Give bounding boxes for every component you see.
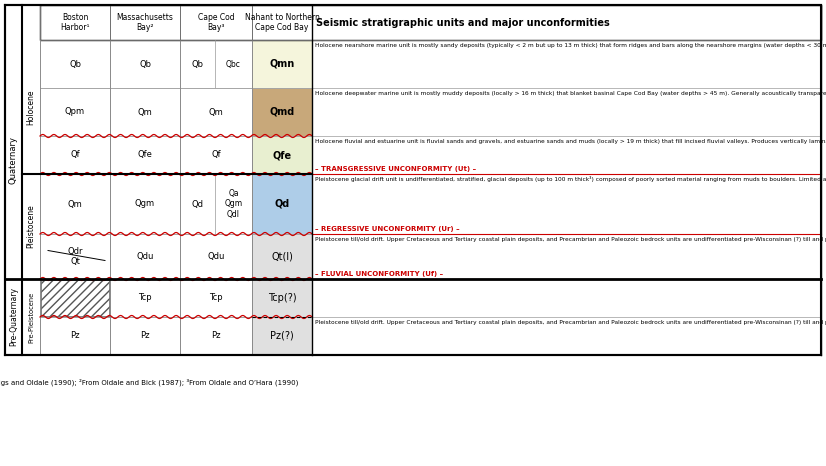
Bar bbox=[110, 279, 180, 317]
Bar bbox=[252, 234, 312, 279]
Bar bbox=[252, 88, 312, 136]
Text: Holocene fluvial and estuarine unit is fluvial sands and gravels, and estuarine : Holocene fluvial and estuarine unit is f… bbox=[315, 138, 826, 144]
Bar bbox=[40, 5, 821, 40]
Bar bbox=[110, 88, 180, 136]
Bar bbox=[252, 40, 312, 88]
Text: Qdr
Qt: Qdr Qt bbox=[67, 247, 83, 266]
Text: Pz(?): Pz(?) bbox=[270, 331, 294, 341]
Text: Cape Cod
Bay³: Cape Cod Bay³ bbox=[197, 13, 235, 32]
Text: Qd: Qd bbox=[192, 199, 203, 208]
Text: – FLUVIAL UNCONFORMITY (Uf) –: – FLUVIAL UNCONFORMITY (Uf) – bbox=[315, 271, 443, 277]
Bar bbox=[41, 280, 109, 316]
Bar bbox=[180, 174, 252, 234]
Bar bbox=[180, 317, 252, 355]
Bar bbox=[40, 40, 110, 88]
Text: Qb: Qb bbox=[69, 60, 81, 69]
Text: Nahant to Northern
Cape Cod Bay: Nahant to Northern Cape Cod Bay bbox=[244, 13, 320, 32]
Text: Quaternary: Quaternary bbox=[9, 136, 18, 184]
Bar bbox=[40, 136, 110, 174]
Text: Qdu: Qdu bbox=[136, 252, 154, 261]
Bar bbox=[252, 317, 312, 355]
Text: ¹From Rendigs and Oldale (1990); ²From Oldale and Bick (1987); ³From Oldale and : ¹From Rendigs and Oldale (1990); ²From O… bbox=[0, 378, 298, 386]
Text: Holocene: Holocene bbox=[26, 89, 36, 125]
Text: – TRANSGRESSIVE UNCONFORMITY (Ut) –: – TRANSGRESSIVE UNCONFORMITY (Ut) – bbox=[315, 166, 476, 172]
Bar bbox=[252, 136, 312, 174]
Text: Pz: Pz bbox=[211, 331, 221, 341]
Bar bbox=[110, 234, 180, 279]
Text: Qfe: Qfe bbox=[138, 151, 153, 159]
Bar bbox=[312, 279, 821, 317]
Text: Pleistocene: Pleistocene bbox=[26, 205, 36, 248]
Bar bbox=[40, 174, 110, 234]
Text: Qmd: Qmd bbox=[269, 107, 295, 117]
Bar bbox=[312, 317, 821, 355]
Bar bbox=[312, 174, 821, 234]
Bar bbox=[40, 88, 110, 136]
Bar bbox=[252, 279, 312, 317]
Text: Qmn: Qmn bbox=[269, 59, 295, 69]
Text: Pleistocene glacial drift unit is undifferentiated, stratified, glacial deposits: Pleistocene glacial drift unit is undiff… bbox=[315, 176, 826, 182]
Text: Massachusetts
Bay²: Massachusetts Bay² bbox=[116, 13, 173, 32]
Text: Qa
Qgm
Qdl: Qa Qgm Qdl bbox=[225, 189, 243, 219]
Text: Pz: Pz bbox=[70, 331, 80, 341]
Text: Tcp: Tcp bbox=[138, 294, 152, 302]
Bar bbox=[312, 234, 821, 279]
Text: Tcp(?): Tcp(?) bbox=[268, 293, 297, 303]
Bar bbox=[180, 40, 252, 88]
Text: Qm: Qm bbox=[68, 199, 83, 208]
Text: Pleistocene till/old drift. Upper Cretaceous and Tertiary coastal plain deposits: Pleistocene till/old drift. Upper Cretac… bbox=[315, 236, 826, 242]
Bar bbox=[252, 40, 312, 88]
Text: Boston
Harbor¹: Boston Harbor¹ bbox=[60, 13, 90, 32]
Text: – REGRESSIVE UNCONFORMITY (Ur) –: – REGRESSIVE UNCONFORMITY (Ur) – bbox=[315, 226, 459, 232]
Text: Holocene deepwater marine unit is mostly muddy deposits (locally > 16 m thick) t: Holocene deepwater marine unit is mostly… bbox=[315, 90, 826, 96]
Bar bbox=[312, 136, 821, 174]
Text: Qf: Qf bbox=[70, 151, 80, 159]
Bar bbox=[5, 5, 821, 355]
Text: Qdu: Qdu bbox=[207, 252, 225, 261]
Text: Qm: Qm bbox=[209, 108, 223, 116]
Text: Qpm: Qpm bbox=[65, 108, 85, 116]
Text: Qm: Qm bbox=[138, 108, 152, 116]
Text: Qfe: Qfe bbox=[273, 150, 292, 160]
Bar bbox=[110, 40, 180, 88]
Text: Pre-Quaternary: Pre-Quaternary bbox=[9, 288, 18, 347]
Bar bbox=[180, 136, 252, 174]
Bar bbox=[110, 174, 180, 234]
Bar bbox=[180, 234, 252, 279]
Bar bbox=[180, 279, 252, 317]
Text: Holocene nearshore marine unit is mostly sandy deposits (typically < 2 m but up : Holocene nearshore marine unit is mostly… bbox=[315, 42, 826, 48]
Bar bbox=[40, 279, 110, 317]
Bar bbox=[252, 317, 312, 355]
Text: Qd: Qd bbox=[274, 199, 290, 209]
Bar bbox=[252, 234, 312, 279]
Bar bbox=[110, 136, 180, 174]
Bar bbox=[252, 136, 312, 174]
Text: Pz: Pz bbox=[140, 331, 150, 341]
Bar bbox=[252, 174, 312, 234]
Text: Qf: Qf bbox=[211, 151, 221, 159]
Bar bbox=[252, 279, 312, 317]
Bar bbox=[180, 88, 252, 136]
Text: Qbc: Qbc bbox=[226, 60, 241, 69]
Text: Qgm: Qgm bbox=[135, 199, 155, 208]
Text: Tcp: Tcp bbox=[209, 294, 223, 302]
Bar bbox=[252, 88, 312, 136]
Bar bbox=[40, 234, 110, 279]
Bar bbox=[252, 174, 312, 234]
Bar bbox=[312, 40, 821, 88]
Bar bbox=[110, 317, 180, 355]
Text: Qb: Qb bbox=[192, 60, 203, 69]
Text: Qt(l): Qt(l) bbox=[271, 252, 293, 261]
Text: Qb: Qb bbox=[139, 60, 151, 69]
Text: Seismic stratigraphic units and major unconformities: Seismic stratigraphic units and major un… bbox=[316, 18, 610, 27]
Bar bbox=[312, 88, 821, 136]
Text: Pre-Pleistocene: Pre-Pleistocene bbox=[28, 291, 34, 343]
Text: Pleistocene till/old drift. Upper Cretaceous and Tertiary coastal plain deposits: Pleistocene till/old drift. Upper Cretac… bbox=[315, 319, 826, 325]
Bar bbox=[40, 317, 110, 355]
